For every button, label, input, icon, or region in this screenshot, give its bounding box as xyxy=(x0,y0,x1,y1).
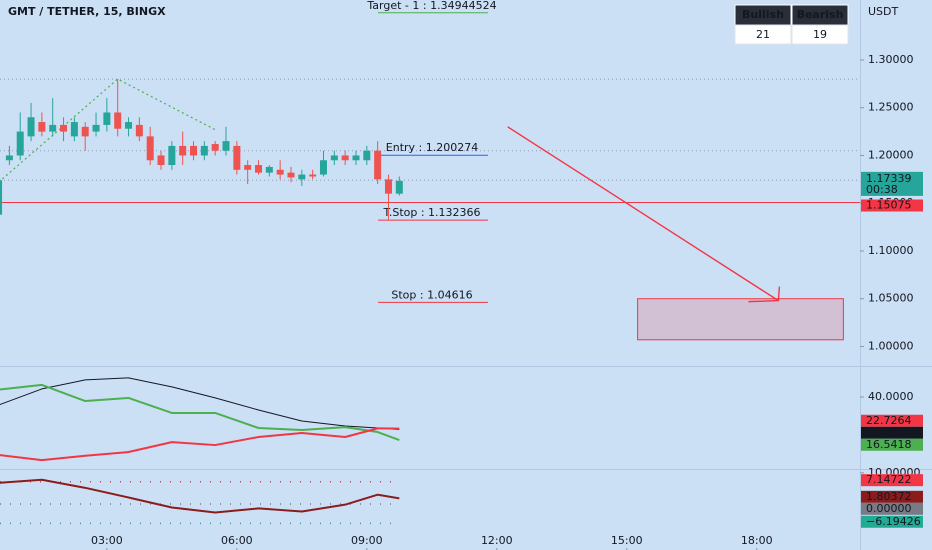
x-tick-label: 12:00 xyxy=(481,534,513,547)
candle-body xyxy=(384,179,392,194)
level-label: T.Stop : 1.132366 xyxy=(382,206,480,219)
table-value: 21 xyxy=(756,28,770,41)
value-badge xyxy=(861,414,923,427)
indicator-line xyxy=(0,478,400,514)
countdown-label: 00:38 xyxy=(866,183,898,196)
last-price-badge xyxy=(861,171,923,196)
axis-unit: USDT xyxy=(868,5,899,18)
candle-body xyxy=(233,145,241,170)
arrow-head xyxy=(748,286,781,303)
candle-body xyxy=(222,141,230,151)
table-value: 19 xyxy=(813,28,827,41)
candle-body xyxy=(211,144,219,151)
candle-body xyxy=(276,169,284,175)
candle-body xyxy=(330,155,338,161)
candle-body xyxy=(265,166,273,173)
candle-body xyxy=(103,112,111,125)
table-cell xyxy=(791,24,849,45)
candle-body xyxy=(255,165,263,173)
value-badge-label: −6.19426 xyxy=(866,515,921,528)
candle-body xyxy=(395,180,403,194)
candle-body xyxy=(168,145,176,166)
indicator-line xyxy=(0,427,400,462)
y-tick-label: 40.0000 xyxy=(868,390,914,403)
level-label: Entry : 1.200274 xyxy=(386,141,478,154)
candle-body xyxy=(363,150,371,161)
x-tick-label: 09:00 xyxy=(351,534,383,547)
arrow-line xyxy=(507,126,779,302)
candle-body xyxy=(309,174,317,177)
candle-body xyxy=(374,150,382,180)
y-tick-label: 1.30000 xyxy=(868,53,914,66)
table-header: Bullish xyxy=(742,8,784,21)
candle-body xyxy=(135,124,143,137)
level-label: Target - 1 : 1.34944524 xyxy=(366,0,496,12)
value-badge xyxy=(861,515,923,528)
y-tick-label: 1.20000 xyxy=(868,148,914,161)
value-badge xyxy=(861,474,923,487)
value-badge xyxy=(861,426,923,439)
candle-body xyxy=(200,145,208,156)
candle-body xyxy=(352,155,360,161)
candle-body xyxy=(70,122,78,137)
value-badge-label: 22.7264 xyxy=(866,414,912,427)
indicator-line xyxy=(0,377,400,431)
candle-body xyxy=(5,155,13,161)
value-badge-label: 7.14722 xyxy=(866,473,912,486)
value-badge-label: 1.80372 xyxy=(866,490,912,503)
candle-body xyxy=(319,160,327,175)
target-zone xyxy=(637,298,844,341)
candle-body xyxy=(49,124,57,132)
candle-body xyxy=(146,136,154,161)
candle-body xyxy=(27,117,35,137)
level-label: Stop : 1.04616 xyxy=(391,288,472,301)
y-tick-label: 1.05000 xyxy=(868,292,914,305)
x-tick-label: 06:00 xyxy=(221,534,253,547)
candle-body xyxy=(81,126,89,137)
y-tick-label: 1.10000 xyxy=(868,244,914,257)
chart-title: GMT / TETHER, 15, BINGX xyxy=(8,5,166,18)
value-badge xyxy=(861,490,923,503)
candle-body xyxy=(16,131,24,156)
candle-body xyxy=(190,145,198,156)
price-line-badge xyxy=(861,199,923,212)
zigzag-line xyxy=(0,78,216,182)
price-line-label: 1.15075 xyxy=(866,199,912,212)
candle-body xyxy=(0,180,3,215)
last-price-label: 1.17339 xyxy=(866,172,912,185)
y-tick-label: 1.00000 xyxy=(868,339,914,352)
table-header: Bearish xyxy=(797,8,844,21)
candle-body xyxy=(38,122,46,132)
candle-body xyxy=(157,155,165,166)
value-badge xyxy=(861,438,923,451)
value-badge xyxy=(861,502,923,515)
candle-body xyxy=(60,124,68,132)
x-tick-label: 03:00 xyxy=(91,534,123,547)
table-cell xyxy=(734,24,792,45)
candle-body xyxy=(114,112,122,129)
candle-body xyxy=(92,124,100,132)
candle-body xyxy=(341,155,349,161)
candle-body xyxy=(287,172,295,178)
value-badge-label: 0.00000 xyxy=(866,502,912,515)
candle-body xyxy=(179,145,187,156)
y-tick-label: 1.25000 xyxy=(868,101,914,114)
candle-body xyxy=(125,122,133,129)
x-tick-label: 15:00 xyxy=(611,534,643,547)
value-badge-label: 22.2650 xyxy=(866,426,912,439)
x-tick-label: 18:00 xyxy=(741,534,773,547)
candle-body xyxy=(298,174,306,180)
value-badge-label: 16.5418 xyxy=(866,438,912,451)
indicator-line xyxy=(0,383,400,441)
candle-body xyxy=(244,165,252,170)
